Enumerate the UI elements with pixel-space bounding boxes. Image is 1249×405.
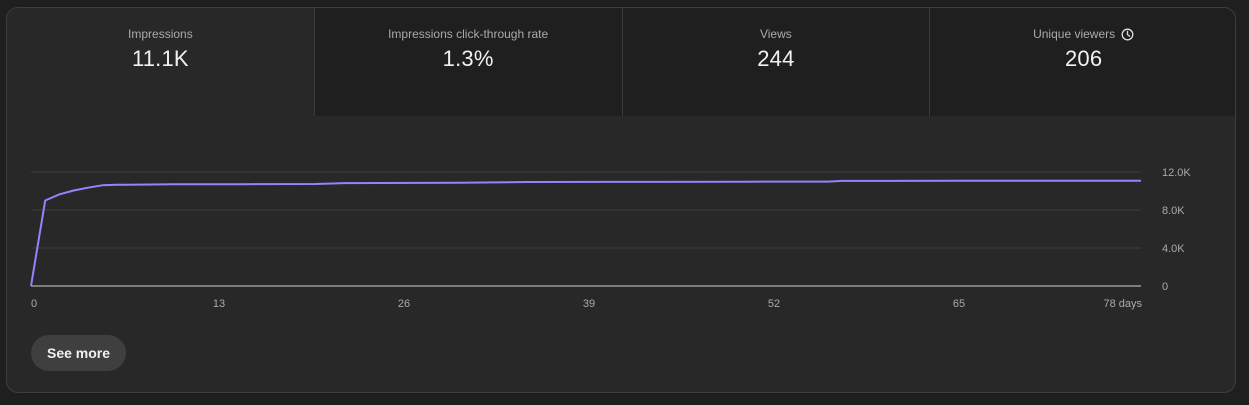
tab-impressions-label: Impressions	[128, 27, 193, 41]
x-tick-label: 13	[213, 298, 225, 310]
tab-views-label: Views	[759, 27, 792, 41]
tab-unique-viewers-title: Unique viewers	[930, 26, 1235, 42]
x-tick-label: 0	[31, 298, 37, 310]
tab-views-value: 244	[757, 46, 795, 71]
x-tick-label: 52	[768, 298, 780, 310]
analytics-card: Impressions 11.1K Impressions click-thro…	[6, 7, 1236, 393]
see-more-button[interactable]: See more	[31, 335, 127, 371]
x-tick-label: 78 days	[1103, 298, 1142, 310]
tab-impressions[interactable]: Impressions 11.1K	[7, 8, 315, 116]
clock-icon[interactable]	[1121, 28, 1134, 41]
chart-svg: 0 4.0K 8.0K 12.0K 0 13 26 39 52 65 78 days	[30, 167, 1191, 310]
y-tick-label: 12.0K	[1162, 167, 1191, 179]
tab-impressions-ctr-title: Impressions click-through rate	[315, 26, 622, 42]
x-tick-label: 65	[953, 298, 965, 310]
tab-views-title: Views	[623, 26, 930, 42]
tab-unique-viewers[interactable]: Unique viewers 206	[930, 8, 1235, 116]
tab-impressions-value: 11.1K	[131, 46, 189, 71]
y-tick-label: 0	[1162, 281, 1168, 293]
impressions-series-line	[30, 179, 1142, 287]
x-tick-label: 26	[398, 298, 410, 310]
tab-impressions-ctr-value: 1.3%	[442, 46, 494, 71]
metric-tabs: Impressions 11.1K Impressions click-thro…	[7, 8, 1235, 116]
x-tick-label: 39	[583, 298, 595, 310]
tab-unique-viewers-label: Unique viewers	[1033, 27, 1116, 41]
tab-impressions-ctr[interactable]: Impressions click-through rate 1.3%	[314, 8, 623, 116]
tab-impressions-title: Impressions	[7, 26, 314, 42]
impressions-chart: 0 4.0K 8.0K 12.0K 0 13 26 39 52 65 78 days	[7, 158, 1235, 318]
y-tick-label: 8.0K	[1162, 205, 1185, 217]
y-tick-label: 4.0K	[1162, 243, 1185, 255]
tab-unique-viewers-value: 206	[1064, 46, 1103, 71]
tab-views[interactable]: Views 244	[622, 8, 931, 116]
tab-impressions-ctr-label: Impressions click-through rate	[388, 27, 549, 41]
